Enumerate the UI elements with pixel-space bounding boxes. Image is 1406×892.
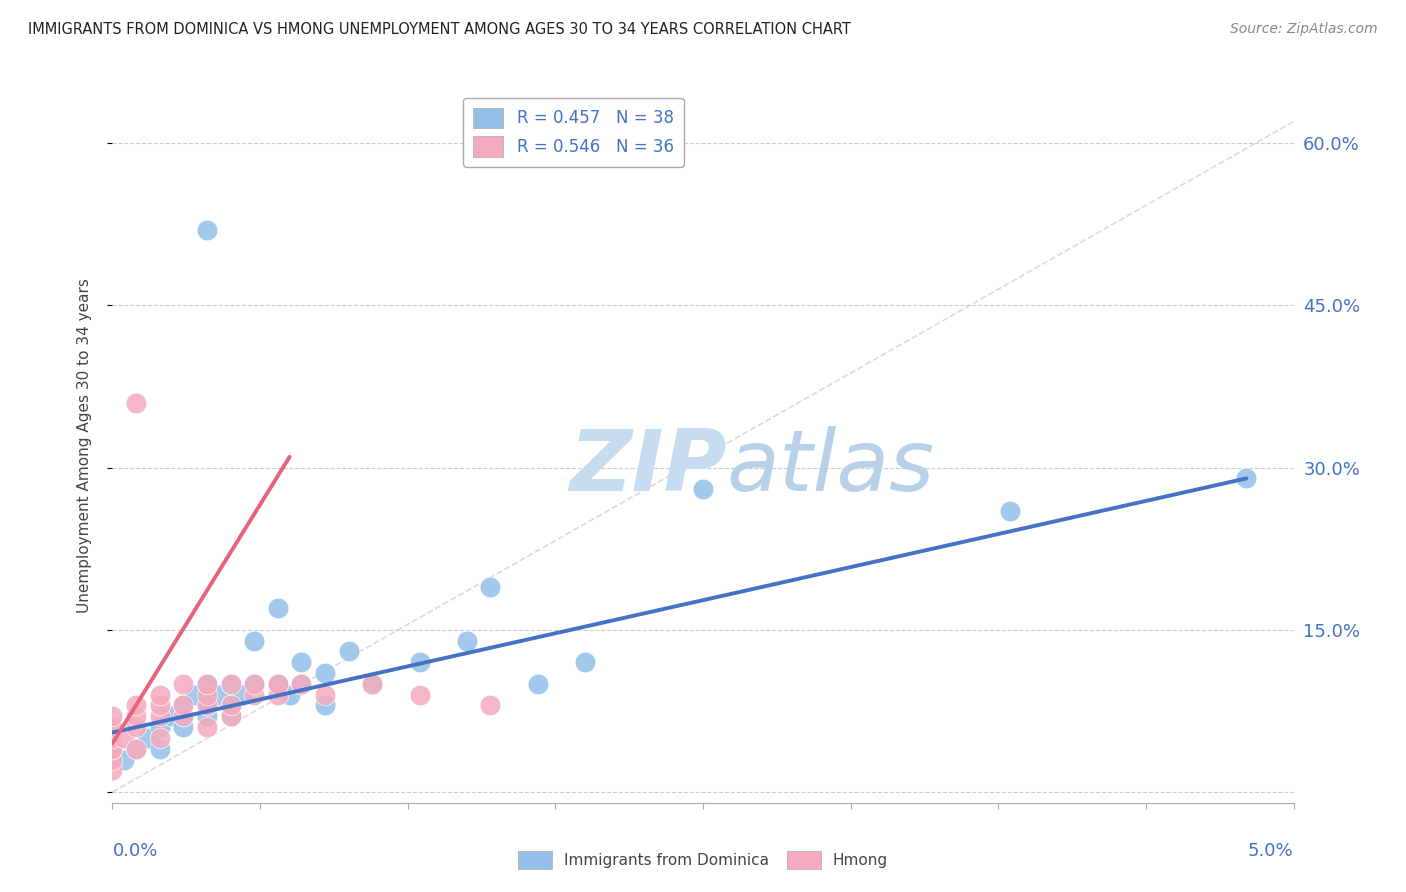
Point — [998, 504, 1021, 518]
Point — [184, 688, 207, 702]
Point — [243, 688, 266, 702]
Point — [149, 688, 172, 702]
Point — [243, 633, 266, 648]
Point — [267, 677, 290, 691]
Point — [101, 709, 124, 723]
Point — [290, 677, 312, 691]
Point — [172, 709, 194, 723]
Point — [361, 677, 384, 691]
Point — [149, 741, 172, 756]
Point — [219, 709, 242, 723]
Point — [101, 720, 124, 734]
Point — [219, 709, 242, 723]
Text: 5.0%: 5.0% — [1249, 842, 1294, 860]
Point — [361, 677, 384, 691]
Point — [172, 677, 194, 691]
Point — [408, 655, 430, 669]
Point — [195, 223, 218, 237]
Point — [219, 677, 242, 691]
Point — [195, 677, 218, 691]
Text: atlas: atlas — [727, 425, 935, 509]
Point — [692, 482, 714, 496]
Point — [195, 677, 218, 691]
Point — [219, 698, 242, 713]
Point — [149, 698, 172, 713]
Point — [149, 731, 172, 745]
Legend: Immigrants from Dominica, Hmong: Immigrants from Dominica, Hmong — [512, 845, 894, 875]
Point — [1234, 471, 1257, 485]
Point — [172, 709, 194, 723]
Point — [149, 720, 172, 734]
Y-axis label: Unemployment Among Ages 30 to 34 years: Unemployment Among Ages 30 to 34 years — [77, 278, 91, 614]
Text: Source: ZipAtlas.com: Source: ZipAtlas.com — [1230, 22, 1378, 37]
Point — [125, 720, 148, 734]
Point — [101, 741, 124, 756]
Point — [526, 677, 548, 691]
Point — [267, 601, 290, 615]
Point — [125, 741, 148, 756]
Point — [172, 698, 194, 713]
Point — [479, 580, 502, 594]
Point — [479, 698, 502, 713]
Point — [408, 688, 430, 702]
Text: 0.0%: 0.0% — [112, 842, 157, 860]
Point — [125, 709, 148, 723]
Point — [208, 688, 231, 702]
Point — [195, 709, 218, 723]
Point — [278, 688, 301, 702]
Legend: R = 0.457   N = 38, R = 0.546   N = 36: R = 0.457 N = 38, R = 0.546 N = 36 — [464, 97, 683, 167]
Point — [267, 688, 290, 702]
Point — [125, 741, 148, 756]
Point — [149, 709, 172, 723]
Point — [195, 720, 218, 734]
Point — [219, 698, 242, 713]
Point — [136, 731, 159, 745]
Point — [243, 677, 266, 691]
Point — [112, 753, 135, 767]
Point — [243, 677, 266, 691]
Point — [231, 688, 253, 702]
Point — [112, 731, 135, 745]
Point — [574, 655, 596, 669]
Point — [314, 666, 336, 681]
Point — [290, 655, 312, 669]
Point — [101, 764, 124, 778]
Point — [456, 633, 478, 648]
Point — [314, 688, 336, 702]
Point — [195, 698, 218, 713]
Point — [337, 644, 360, 658]
Point — [267, 677, 290, 691]
Point — [172, 698, 194, 713]
Text: IMMIGRANTS FROM DOMINICA VS HMONG UNEMPLOYMENT AMONG AGES 30 TO 34 YEARS CORRELA: IMMIGRANTS FROM DOMINICA VS HMONG UNEMPL… — [28, 22, 851, 37]
Point — [101, 753, 124, 767]
Text: ZIP: ZIP — [569, 425, 727, 509]
Point — [125, 396, 148, 410]
Point — [290, 677, 312, 691]
Point — [314, 698, 336, 713]
Point — [160, 709, 183, 723]
Point — [219, 677, 242, 691]
Point — [101, 741, 124, 756]
Point — [172, 720, 194, 734]
Point — [195, 698, 218, 713]
Point — [125, 698, 148, 713]
Point — [101, 731, 124, 745]
Point — [195, 688, 218, 702]
